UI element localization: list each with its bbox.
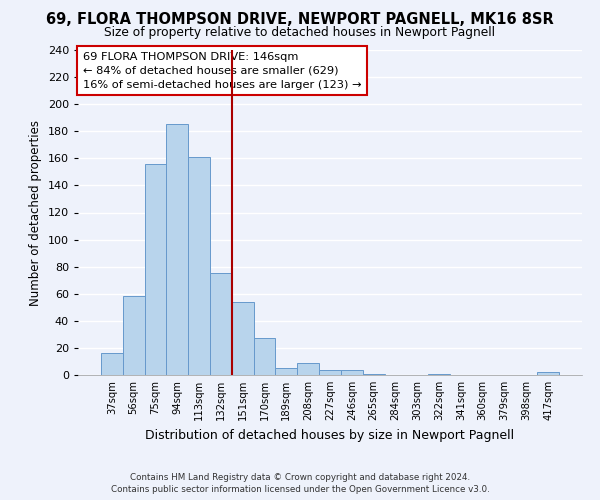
Bar: [188, 157, 210, 375]
Y-axis label: Number of detached properties: Number of detached properties: [29, 120, 42, 306]
Bar: [297, 363, 319, 375]
Bar: [341, 370, 363, 375]
Bar: [232, 302, 254, 375]
Bar: [145, 164, 166, 375]
Text: Size of property relative to detached houses in Newport Pagnell: Size of property relative to detached ho…: [104, 26, 496, 39]
Bar: [537, 372, 559, 375]
X-axis label: Distribution of detached houses by size in Newport Pagnell: Distribution of detached houses by size …: [145, 428, 515, 442]
Text: Contains HM Land Registry data © Crown copyright and database right 2024.
Contai: Contains HM Land Registry data © Crown c…: [110, 472, 490, 494]
Text: 69 FLORA THOMPSON DRIVE: 146sqm
← 84% of detached houses are smaller (629)
16% o: 69 FLORA THOMPSON DRIVE: 146sqm ← 84% of…: [83, 52, 362, 90]
Bar: [428, 374, 450, 375]
Bar: [123, 296, 145, 375]
Bar: [254, 338, 275, 375]
Bar: [363, 374, 385, 375]
Bar: [166, 124, 188, 375]
Bar: [101, 354, 123, 375]
Text: 69, FLORA THOMPSON DRIVE, NEWPORT PAGNELL, MK16 8SR: 69, FLORA THOMPSON DRIVE, NEWPORT PAGNEL…: [46, 12, 554, 28]
Bar: [210, 274, 232, 375]
Bar: [319, 370, 341, 375]
Bar: [275, 368, 297, 375]
